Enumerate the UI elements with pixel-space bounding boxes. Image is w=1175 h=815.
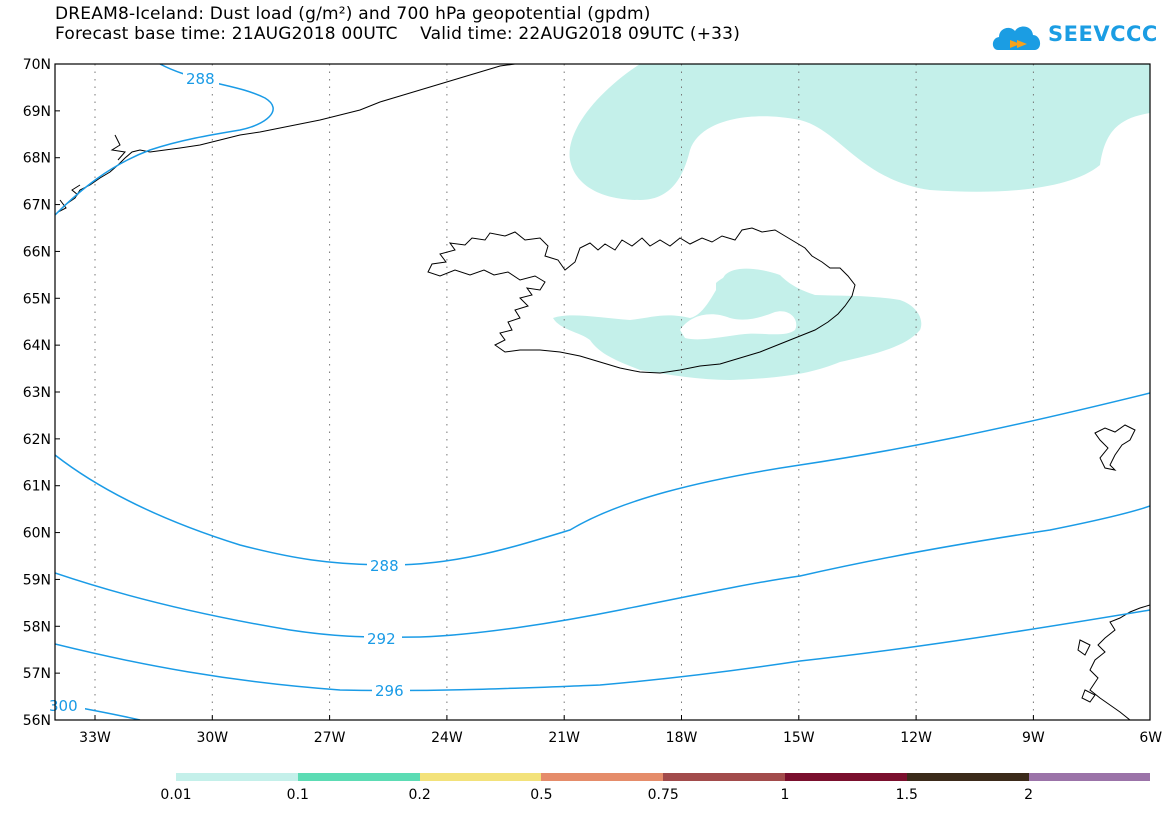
lon-label: 6W — [1139, 730, 1162, 746]
contour-288-north — [55, 64, 274, 216]
map-title: DREAM8-Iceland: Dust load (g/m²) and 700… — [55, 4, 651, 24]
lat-label: 58N — [23, 619, 51, 635]
contour-292 — [55, 505, 1150, 638]
lat-label: 61N — [23, 479, 51, 495]
contour-labels: 288 288 292 296 300 — [49, 70, 410, 715]
colorbar-label: 0.5 — [530, 787, 553, 803]
colorbar-label: 0.1 — [286, 787, 309, 803]
colorbar-label: 1.5 — [895, 787, 918, 803]
greenland-coast — [55, 64, 516, 216]
lat-label: 56N — [23, 713, 51, 729]
lon-label: 21W — [548, 730, 580, 746]
colorbar-segment — [176, 773, 298, 781]
contour-296 — [55, 609, 1150, 692]
contour-288 — [55, 392, 1150, 566]
colorbar-segment — [906, 773, 1029, 781]
greenland-inlets — [57, 134, 126, 213]
iceland-coast — [427, 227, 856, 374]
lat-label: 62N — [23, 432, 51, 448]
lon-label: 12W — [900, 730, 932, 746]
glacier-gap — [680, 311, 797, 340]
lon-label: 9W — [1022, 730, 1045, 746]
scotland-coast — [1089, 604, 1150, 720]
dust-load-shading — [553, 64, 1150, 380]
contour-label: 288 — [186, 70, 215, 88]
dust-area-north — [569, 64, 1150, 200]
lon-label: 18W — [666, 730, 698, 746]
colorbar-label: 0.2 — [408, 787, 431, 803]
geopotential-contours — [55, 64, 1150, 720]
lon-label: 30W — [196, 730, 228, 746]
contour-label: 300 — [49, 697, 78, 715]
map-axes: 70N 69N 68N 67N 66N 65N 64N 63N 62N 61N 60N 59N 58N 5… — [23, 57, 1163, 746]
lat-label: 64N — [23, 338, 51, 354]
lon-label: 15W — [783, 730, 815, 746]
contour-label: 296 — [375, 682, 404, 700]
lat-label: 70N — [23, 57, 51, 73]
contour-label: 292 — [367, 630, 396, 648]
lat-label: 69N — [23, 104, 51, 120]
logo-text: SEEVCCC — [1048, 22, 1158, 46]
colorbar-segment — [785, 773, 907, 781]
lat-label: 65N — [23, 291, 51, 307]
colorbar-segment — [1028, 773, 1151, 781]
lat-label: 68N — [23, 151, 51, 167]
lat-label: 66N — [23, 244, 51, 260]
contour-label: 288 — [370, 557, 399, 575]
lat-label: 57N — [23, 666, 51, 682]
colorbar-label: 0.01 — [160, 787, 192, 803]
colorbar-segment — [663, 773, 785, 781]
coastlines — [55, 64, 1150, 720]
lon-label: 27W — [314, 730, 346, 746]
lon-label: 33W — [79, 730, 111, 746]
colorbar-label: 1 — [780, 787, 790, 803]
lat-label: 63N — [23, 385, 51, 401]
lat-label: 67N — [23, 198, 51, 214]
colorbar-segment — [541, 773, 664, 781]
faroe-islands — [1094, 424, 1136, 471]
seevccc-logo — [992, 26, 1041, 50]
colorbar-segment — [297, 773, 420, 781]
colorbar-segment — [419, 773, 542, 781]
cloud-icon — [992, 26, 1041, 50]
lon-label: 24W — [431, 730, 463, 746]
lat-label: 59N — [23, 572, 51, 588]
colorbar-label: 2 — [1024, 787, 1034, 803]
forecast-time-line: Forecast base time: 21AUG2018 00UTC Vali… — [55, 24, 741, 44]
colorbar-label: 0.75 — [647, 787, 679, 803]
lat-label: 60N — [23, 526, 51, 542]
